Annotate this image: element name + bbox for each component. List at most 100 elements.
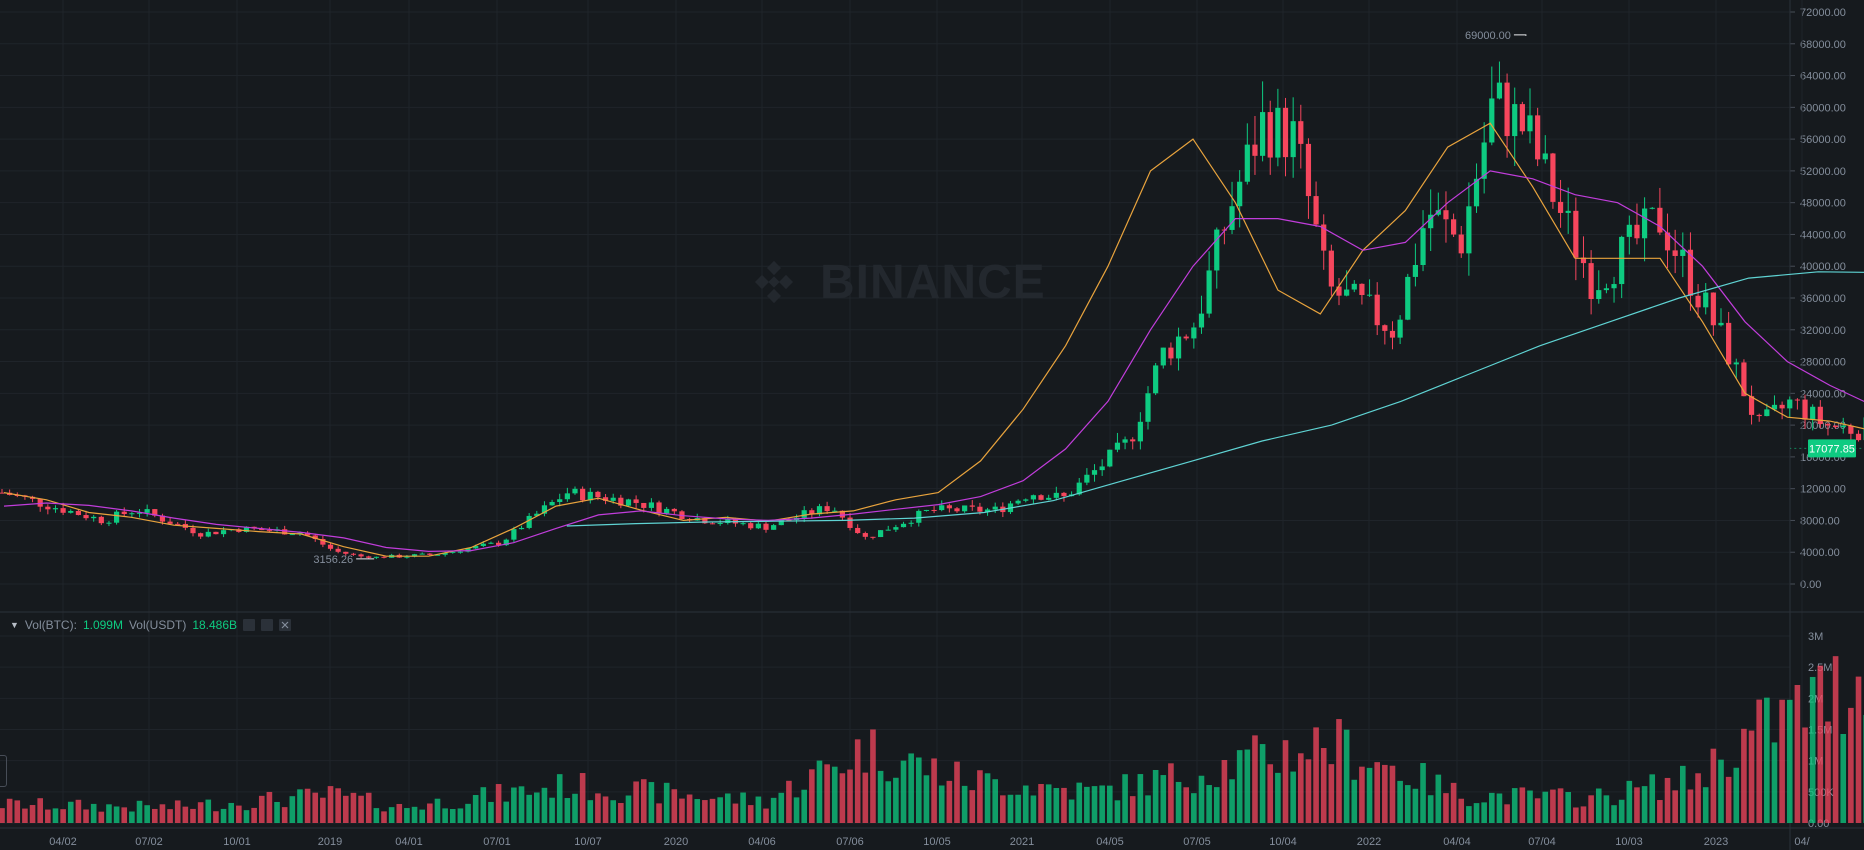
candle-body xyxy=(1344,289,1350,296)
candle-body xyxy=(1366,294,1373,296)
candle-body xyxy=(1779,404,1785,409)
candle-body xyxy=(1282,107,1289,158)
settings-icon[interactable] xyxy=(243,619,256,631)
volume-bar xyxy=(541,787,548,823)
volume-bar xyxy=(1015,794,1021,823)
volume-bar xyxy=(1786,699,1793,823)
candle-body xyxy=(1642,208,1648,239)
candle-body xyxy=(1091,470,1098,475)
candle-body xyxy=(1810,406,1816,420)
candle-body xyxy=(320,539,326,545)
volume-bar xyxy=(847,769,853,823)
candle-body xyxy=(969,505,975,507)
candle-body xyxy=(656,502,662,514)
candle-body xyxy=(595,491,601,498)
candle-body xyxy=(1267,112,1273,158)
volume-bar xyxy=(885,781,892,823)
volume-bar xyxy=(503,801,510,823)
volume-bar xyxy=(1267,764,1274,823)
volume-bar xyxy=(1244,749,1251,823)
volume-bar xyxy=(1534,798,1541,823)
candle-body xyxy=(198,533,204,537)
candle-body xyxy=(549,501,555,506)
candle-body xyxy=(37,498,43,507)
volume-bar xyxy=(877,770,884,823)
candle-body xyxy=(1229,206,1235,230)
volume-bar xyxy=(1618,799,1625,823)
price-tick-label: 40000.00 xyxy=(1800,261,1846,273)
volume-bar xyxy=(595,793,601,823)
volume-bar xyxy=(1236,750,1243,823)
volume-bar xyxy=(60,809,66,823)
collapse-caret-icon[interactable]: ▼ xyxy=(10,620,19,630)
candle-body xyxy=(1756,414,1762,417)
ma-short-line xyxy=(3,122,1864,557)
left-panel-handle[interactable] xyxy=(0,755,7,787)
vol-usdt-value: 18.486B xyxy=(192,618,238,632)
price-tick-label: 24000.00 xyxy=(1800,388,1846,400)
volume-bar xyxy=(45,809,51,823)
candle-body xyxy=(335,548,341,552)
volume-bar xyxy=(29,805,36,823)
candle-body xyxy=(977,506,983,512)
volume-bar xyxy=(1007,794,1014,823)
candle-body xyxy=(1619,236,1625,285)
volume-bar xyxy=(1252,735,1258,823)
volume-bar xyxy=(1672,790,1678,823)
candle-body xyxy=(1107,449,1113,467)
candle-body xyxy=(526,515,532,528)
candle-body xyxy=(855,527,861,534)
candle-body xyxy=(900,523,907,528)
candle-body xyxy=(1191,327,1197,339)
candle-body xyxy=(152,509,158,516)
candle-body xyxy=(190,527,196,534)
volume-bar xyxy=(1756,699,1762,823)
candle-body xyxy=(1580,257,1587,264)
candle-body xyxy=(1542,153,1548,160)
volume-bar xyxy=(625,795,632,823)
volume-bar xyxy=(1771,742,1778,823)
candle-body xyxy=(305,532,311,536)
time-tick-label: 04/ xyxy=(1794,836,1810,848)
candle-body xyxy=(1397,319,1403,338)
volume-bar xyxy=(1611,805,1617,823)
volume-bar xyxy=(1382,764,1388,823)
candle-body xyxy=(1451,219,1457,235)
candle-body xyxy=(801,510,807,518)
high-price-label: 69000.00 xyxy=(1465,30,1511,42)
volume-bar xyxy=(113,806,120,823)
candle-body xyxy=(1405,276,1411,320)
volume-bar xyxy=(167,809,173,823)
volume-bar xyxy=(656,803,662,823)
time-tick-label: 04/04 xyxy=(1443,836,1471,848)
candle-body xyxy=(167,521,173,524)
volume-bar xyxy=(6,798,13,823)
volume-bar xyxy=(0,808,5,823)
volume-bar xyxy=(1764,697,1770,823)
hide-icon[interactable] xyxy=(261,619,274,631)
volume-bar xyxy=(1748,730,1755,823)
volume-bar xyxy=(862,772,869,823)
low-price-label: 3156.26 xyxy=(313,554,353,566)
volume-bar xyxy=(159,804,166,823)
volume-bar xyxy=(98,811,105,823)
volume-bar xyxy=(83,809,89,823)
price-tick-label: 36000.00 xyxy=(1800,293,1846,305)
volume-bar xyxy=(1794,684,1801,823)
candle-body xyxy=(419,553,425,555)
price-tick-label: 56000.00 xyxy=(1800,134,1846,146)
volume-bar xyxy=(1458,798,1465,823)
volume-bar xyxy=(1680,765,1686,823)
high-marker-line xyxy=(1513,34,1527,36)
candle-body xyxy=(564,493,570,500)
candle-body xyxy=(610,497,616,501)
close-icon[interactable] xyxy=(279,619,292,631)
candle-body xyxy=(1527,115,1533,132)
candle-body xyxy=(1710,292,1716,326)
time-tick-label: 2019 xyxy=(318,836,342,848)
volume-bar xyxy=(938,785,945,823)
volume-bar xyxy=(1489,792,1495,823)
candle-body xyxy=(1695,295,1701,308)
volume-bar xyxy=(1695,773,1701,823)
